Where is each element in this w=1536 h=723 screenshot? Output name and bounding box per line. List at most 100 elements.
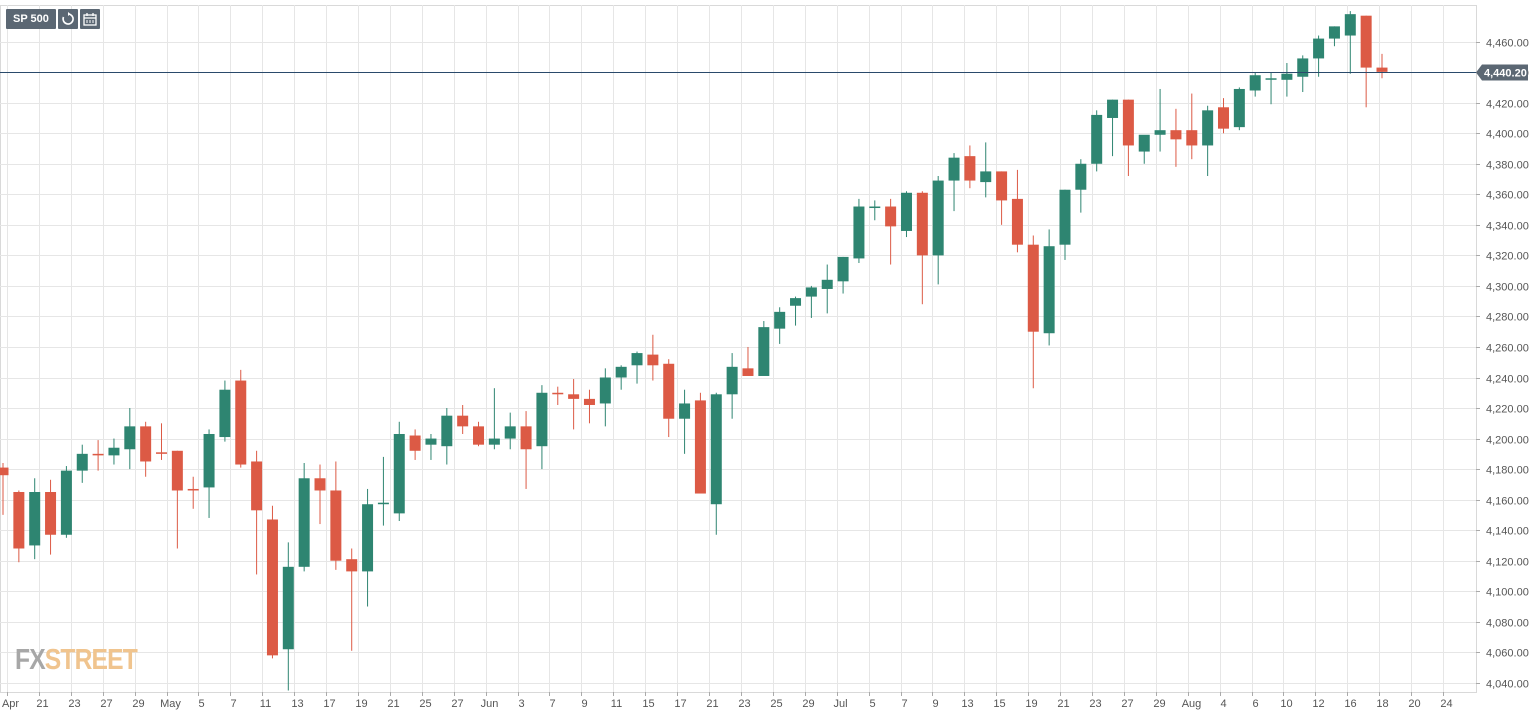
candle-body [504, 426, 516, 439]
x-tick-label: 9 [581, 698, 587, 710]
candle-body [1217, 107, 1229, 129]
current-price-tag [1476, 64, 1528, 81]
candle-body [171, 450, 183, 491]
candle-body [156, 452, 168, 454]
chart-toolbar: SP 500 [6, 9, 100, 29]
x-tick-label: 7 [230, 698, 236, 710]
x-tick-label: 21 [1057, 698, 1069, 710]
candle-body [346, 559, 358, 572]
candle-body [536, 392, 548, 447]
y-tick-label: 4,040.00 [1486, 679, 1529, 691]
x-tick-label: 16 [1344, 698, 1356, 710]
x-tick-label: 27 [451, 698, 463, 710]
candle-body [726, 366, 738, 395]
candle-body [552, 392, 564, 395]
candle-body [520, 426, 532, 450]
x-tick-label: 21 [706, 698, 718, 710]
candle-body [29, 492, 41, 546]
candle-body [187, 488, 199, 491]
candle-body [1249, 75, 1261, 91]
x-tick-label: 15 [642, 698, 654, 710]
y-tick-label: 4,200.00 [1486, 435, 1529, 447]
candle-body [76, 453, 88, 471]
candle-body [1154, 130, 1166, 135]
calendar-icon[interactable] [79, 9, 100, 29]
candle-body [203, 433, 215, 488]
symbol-label[interactable]: SP 500 [6, 9, 56, 29]
x-tick-label: 10 [1280, 698, 1292, 710]
candle-body [821, 279, 833, 289]
x-tick-label: 27 [100, 698, 112, 710]
y-tick-label: 4,260.00 [1486, 343, 1529, 355]
candle-body [758, 327, 770, 376]
y-tick-label: 4,100.00 [1486, 587, 1529, 599]
current-price-label: 4,440.20 [1484, 68, 1527, 80]
candle-body [694, 400, 706, 494]
candle-body [853, 206, 865, 259]
candle-body [1107, 99, 1119, 118]
x-tick-label: 7 [549, 698, 555, 710]
y-tick-label: 4,140.00 [1486, 526, 1529, 538]
candle-body [1186, 130, 1198, 146]
x-tick-label: 23 [1089, 698, 1101, 710]
candle-body [108, 447, 120, 456]
x-tick-label: 11 [260, 698, 271, 710]
candle-body [409, 435, 421, 451]
x-tick-label: 6 [1252, 698, 1258, 710]
y-tick-label: 4,120.00 [1486, 557, 1529, 569]
candle-body [1376, 67, 1388, 72]
y-tick-label: 4,240.00 [1486, 374, 1529, 386]
logo-street: STREET [44, 644, 138, 676]
x-tick-label: Jun [481, 698, 499, 710]
candle-body [583, 398, 595, 405]
candle-body [837, 256, 849, 282]
x-tick-label: 29 [132, 698, 144, 710]
candle-body [774, 311, 786, 329]
x-tick-label: Apr [2, 698, 19, 710]
x-tick-label: 13 [961, 698, 973, 710]
candle-body [1313, 38, 1325, 59]
y-tick-label: 4,280.00 [1486, 312, 1529, 324]
candle-body [805, 287, 817, 297]
x-tick-label: 19 [355, 698, 367, 710]
candle-body [1265, 78, 1277, 80]
x-tick-label: 29 [802, 698, 814, 710]
candle-body [710, 394, 722, 505]
x-tick-label: 3 [518, 698, 524, 710]
y-tick-label: 4,180.00 [1486, 465, 1529, 477]
x-tick-label: Jul [833, 698, 847, 710]
candle-body [457, 415, 469, 427]
candle-body [1233, 88, 1245, 128]
x-tick-label: 23 [68, 698, 80, 710]
y-tick-label: 4,340.00 [1486, 221, 1529, 233]
candle-body [0, 467, 9, 476]
candle-body [1360, 15, 1372, 68]
candle-body [362, 504, 374, 572]
candle-body [1328, 26, 1340, 39]
candle-body [679, 403, 691, 419]
candle-body [663, 363, 675, 419]
candle-body [615, 366, 627, 378]
candle-body [996, 171, 1008, 201]
candle-body [219, 389, 231, 438]
candle-body [441, 415, 453, 447]
y-tick-label: 4,360.00 [1486, 190, 1529, 202]
fxstreet-logo: FXSTREET [15, 644, 138, 677]
y-tick-label: 4,420.00 [1486, 99, 1529, 111]
candle-body [932, 180, 944, 256]
candle-body [1202, 110, 1214, 146]
candle-body [1138, 134, 1150, 152]
reload-icon[interactable] [57, 9, 78, 29]
plot-area [0, 5, 1477, 693]
x-tick-label: May [160, 698, 181, 710]
x-tick-label: 19 [1025, 698, 1037, 710]
candle-body [235, 380, 247, 465]
x-tick-label: 17 [323, 698, 335, 710]
candle-body [425, 438, 437, 445]
y-tick-label: 4,220.00 [1486, 404, 1529, 416]
candle-body [13, 492, 25, 549]
candle-body [330, 490, 342, 561]
candle-body [1344, 14, 1356, 36]
